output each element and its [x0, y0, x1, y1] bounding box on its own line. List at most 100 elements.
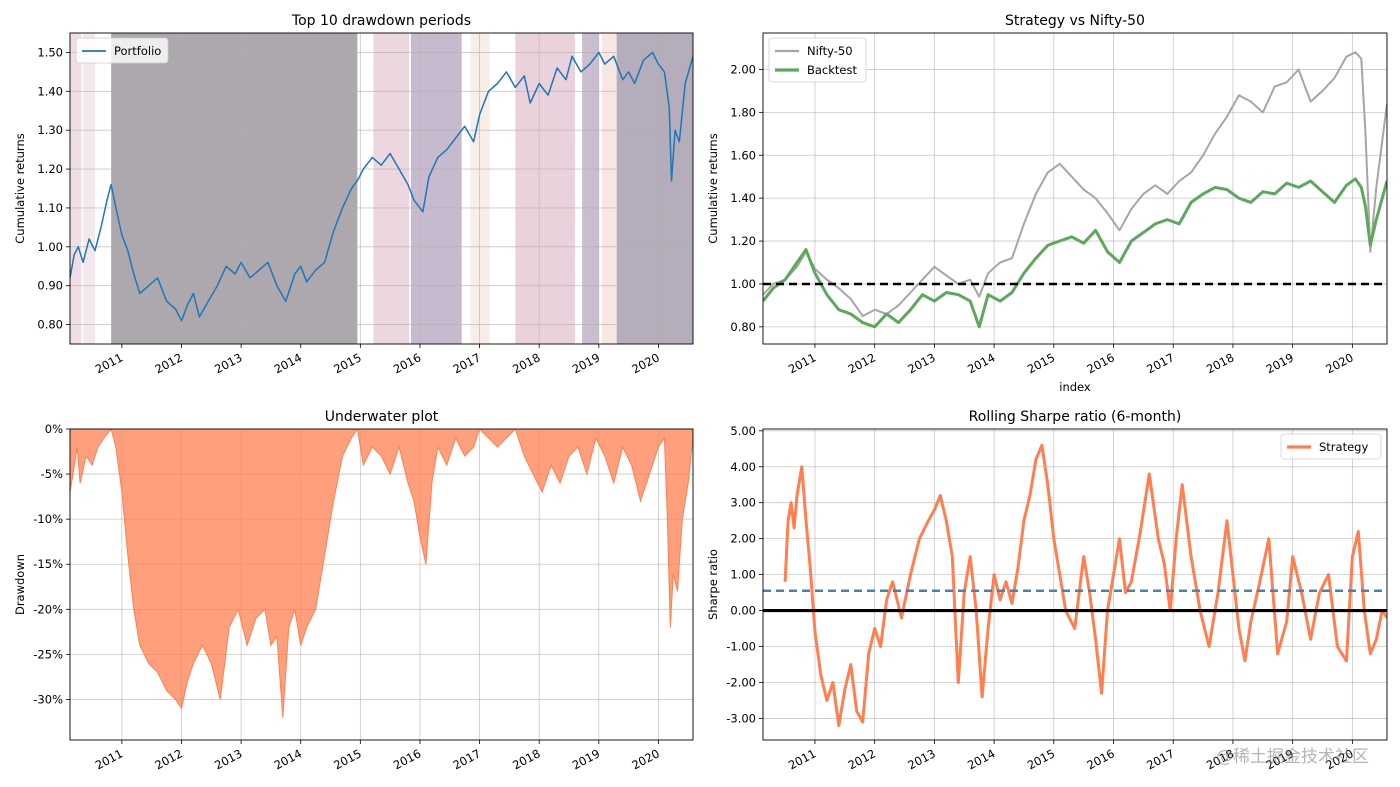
- y-tick-label: 1.20: [730, 234, 756, 248]
- y-tick-label: 0.80: [730, 320, 756, 334]
- series-line-strategy: [783, 443, 1387, 728]
- x-tick-label: 2014: [965, 746, 997, 772]
- x-tick-label: 2015: [1025, 746, 1057, 772]
- y-tick-label: 1.40: [730, 191, 756, 205]
- x-tick-label: 2011: [93, 746, 125, 772]
- y-tick-label: 1.60: [730, 148, 756, 162]
- y-tick-label: -25%: [33, 647, 63, 661]
- axes-frame: [69, 428, 694, 741]
- x-tick-label: 2016: [1084, 350, 1116, 376]
- y-axis-label: Drawdown: [13, 554, 27, 615]
- x-tick-label: 2015: [331, 746, 363, 772]
- x-tick-label: 2020: [629, 350, 661, 376]
- watermark-text: @稀土掘金技术社区: [1216, 747, 1369, 767]
- underwater-area: [70, 429, 693, 718]
- x-tick-label: 2016: [1084, 746, 1116, 772]
- drawdown-period-band: [83, 33, 96, 344]
- y-tick-label: 1.00: [730, 568, 756, 582]
- legend-box: [1280, 433, 1382, 460]
- x-tick-label: 2017: [451, 746, 483, 772]
- subplot-2: 0.80 1.00 1.20 1.40 1.60 1.80 2.00 2011 2012 2013…: [706, 13, 1388, 394]
- y-tick-label: 0%: [45, 422, 63, 436]
- x-tick-label: 2018: [510, 350, 542, 376]
- y-tick-label: 0.90: [37, 279, 63, 293]
- y-tick-label: 1.00: [730, 277, 756, 291]
- x-tick-label: 2016: [391, 350, 423, 376]
- y-tick-label: -2.00: [726, 675, 756, 689]
- y-axis-label: Cumulative returns: [706, 133, 720, 243]
- drawdown-period-band: [111, 33, 358, 344]
- x-tick-label: 2012: [152, 746, 184, 772]
- x-tick-label: 2012: [846, 350, 878, 376]
- x-tick-label: 2017: [451, 350, 483, 376]
- drawdown-period-band: [470, 33, 490, 344]
- y-tick-label: 1.40: [37, 84, 63, 98]
- x-tick-label: 2014: [272, 350, 304, 376]
- x-tick-label: 2020: [1323, 350, 1355, 376]
- axes-frame: [762, 428, 1388, 741]
- x-tick-label: 2019: [570, 746, 602, 772]
- drawdown-period-band: [616, 33, 693, 344]
- y-tick-label: 1.30: [37, 123, 63, 137]
- legend-label: Strategy: [1319, 440, 1368, 454]
- x-tick-label: 2013: [212, 350, 244, 376]
- x-tick-label: 2018: [1204, 350, 1236, 376]
- y-tick-label: 4.00: [730, 460, 756, 474]
- series-line-nifty-50: [763, 51, 1387, 318]
- x-tick-label: 2013: [212, 746, 244, 772]
- drawdown-period-band: [515, 33, 575, 344]
- series-line-portfolio: [70, 51, 693, 322]
- y-tick-label: 2.00: [730, 62, 756, 76]
- y-tick-label: 1.50: [37, 45, 63, 59]
- legend-box: [75, 37, 169, 64]
- x-tick-label: 2013: [905, 746, 937, 772]
- legend-label: Nifty-50: [807, 44, 853, 58]
- y-axis-label: Sharpe ratio: [706, 549, 720, 620]
- subplot-1: 0.80 0.90 1.00 1.10 1.20 1.30 1.40 1.50 2011 2012…: [13, 13, 694, 376]
- x-tick-label: 2011: [786, 746, 818, 772]
- chart-title: Rolling Sharpe ratio (6-month): [969, 409, 1182, 425]
- drawdown-period-band: [373, 33, 410, 344]
- x-axis-label: index: [1059, 380, 1091, 394]
- y-tick-label: -3.00: [726, 711, 756, 725]
- y-tick-label: -20%: [33, 602, 63, 616]
- x-tick-label: 2019: [570, 350, 602, 376]
- y-axis-label: Cumulative returns: [13, 133, 27, 243]
- y-tick-label: 1.80: [730, 105, 756, 119]
- drawdown-period-band: [582, 33, 599, 344]
- y-tick-label: -15%: [33, 557, 63, 571]
- x-tick-label: 2017: [1144, 746, 1176, 772]
- y-tick-label: -5%: [41, 467, 63, 481]
- drawdown-period-band: [601, 33, 617, 344]
- x-tick-label: 2015: [331, 350, 363, 376]
- drawdown-period-band: [411, 33, 462, 344]
- legend-label: Backtest: [807, 63, 857, 77]
- x-tick-label: 2014: [272, 746, 304, 772]
- drawdown-period-band: [70, 33, 82, 344]
- legend: Nifty-50 Backtest: [768, 37, 867, 83]
- y-tick-label: 5.00: [730, 424, 756, 438]
- subplot-3: 0% -5% -10% -15% -20% -25% -30% 2011 2012 2013 201…: [13, 409, 694, 772]
- x-tick-label: 2016: [391, 746, 423, 772]
- y-tick-label: 0.00: [730, 604, 756, 618]
- y-tick-label: 2.00: [730, 532, 756, 546]
- x-tick-label: 2020: [629, 746, 661, 772]
- subplot-4: 5.00 4.00 3.00 2.00 1.00 0.00 -1.00 -2.00 -3.00 2…: [706, 409, 1388, 772]
- x-tick-label: 2012: [846, 746, 878, 772]
- x-tick-label: 2014: [965, 350, 997, 376]
- x-tick-label: 2017: [1144, 350, 1176, 376]
- legend-label: Portfolio: [114, 44, 161, 58]
- chart-title: Strategy vs Nifty-50: [1005, 13, 1145, 29]
- legend: Portfolio: [75, 37, 169, 64]
- y-tick-label: 0.80: [37, 318, 63, 332]
- y-tick-label: -10%: [33, 512, 63, 526]
- chart-title: Underwater plot: [325, 409, 439, 425]
- axes-frame: [69, 32, 694, 345]
- series-line-backtest: [763, 177, 1387, 329]
- axes-frame: [762, 32, 1388, 345]
- x-tick-label: 2011: [786, 350, 818, 376]
- y-tick-label: 1.00: [37, 240, 63, 254]
- y-tick-label: -30%: [33, 692, 63, 706]
